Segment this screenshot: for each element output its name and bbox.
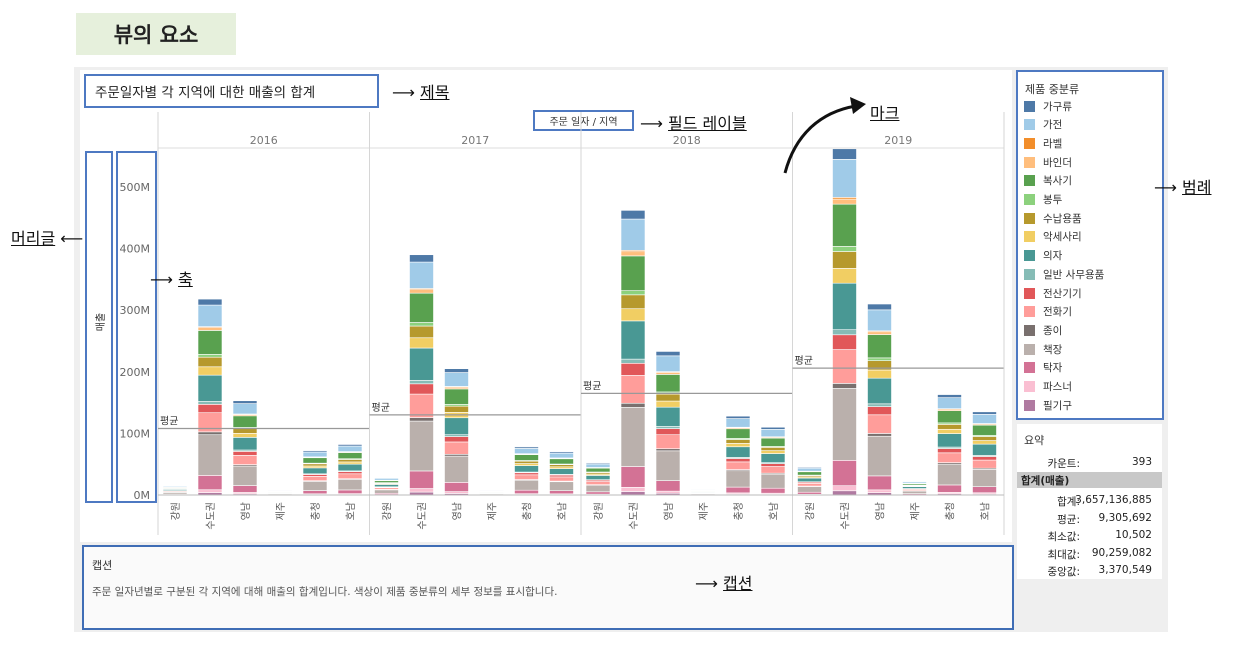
legend-item[interactable]: 의자 [1024, 248, 1062, 264]
summary-row-label: 중앙값: [1047, 566, 1080, 578]
legend-swatch [1024, 156, 1035, 168]
summary-row: 합계: 3,657,136,885 [1017, 492, 1162, 509]
legend-item[interactable]: 전화기 [1024, 304, 1072, 320]
legend-item[interactable]: 필기구 [1024, 397, 1072, 413]
summary-row-label: 합계: [1057, 496, 1080, 508]
annotation-legend: ⟶ 범례 [1154, 178, 1212, 197]
legend-item-label: 전산기기 [1043, 287, 1082, 300]
summary-panel: 요약 카운트: 393 합계(매출) 합계: 3,657,136,885 평균: 9,… [1017, 424, 1162, 579]
legend-swatch [1024, 212, 1035, 224]
legend-swatch [1024, 343, 1035, 355]
summary-count-value: 393 [1131, 456, 1152, 468]
legend-swatch [1024, 399, 1035, 411]
summary-row: 중앙값: 3,370,549 [1017, 562, 1162, 579]
annotation-header: 머리글 ⟵ [11, 229, 84, 248]
legend-item[interactable]: 악세사리 [1024, 229, 1082, 245]
legend-item[interactable]: 책장 [1024, 341, 1062, 357]
summary-row-value: 90,259,082 [1091, 546, 1152, 559]
legend-item[interactable]: 탁자 [1024, 360, 1062, 376]
caption-title: 캡션 [92, 559, 113, 572]
caption-panel: 캡션 주문 일자년별로 구분된 각 지역에 대해 매출의 합계입니다. 색상이 … [82, 545, 1014, 630]
legend-item-label: 수납용품 [1043, 212, 1082, 225]
legend-item-label: 가전 [1043, 119, 1063, 132]
legend-swatch [1024, 287, 1035, 299]
legend-item[interactable]: 바인더 [1024, 154, 1072, 170]
summary-row-value: 3,657,136,885 [1075, 494, 1152, 506]
summary-row-label: 최대값: [1047, 548, 1080, 561]
legend-item[interactable]: 전산기기 [1024, 285, 1082, 301]
summary-row-label: 최소값: [1047, 531, 1080, 543]
legend-swatch [1024, 306, 1035, 318]
legend-item[interactable]: 가구류 [1024, 98, 1072, 114]
legend-item-label: 봉투 [1043, 194, 1063, 206]
legend-swatch [1024, 119, 1035, 131]
annotation-field-label: ⟶ 필드 레이블 [640, 114, 747, 133]
summary-row: 평균: 9,305,692 [1017, 510, 1162, 527]
legend-swatch [1024, 100, 1035, 112]
summary-count-label: 카운트: [1047, 458, 1080, 470]
axis-highlight [116, 151, 157, 503]
summary-row-label: 평균: [1057, 513, 1080, 526]
legend-swatch [1024, 137, 1035, 149]
view-title[interactable]: 주문일자별 각 지역에 대한 매출의 합계 [84, 74, 379, 108]
legend-swatch [1024, 324, 1035, 336]
summary-row: 최소값: 10,502 [1017, 527, 1162, 544]
summary-title: 요약 [1024, 434, 1045, 447]
legend-swatch [1024, 231, 1035, 243]
legend-item-label: 전화기 [1043, 306, 1072, 319]
summary-row-value: 10,502 [1115, 529, 1152, 541]
legend-swatch [1024, 362, 1035, 374]
summary-section-bar: 합계(매출) [1017, 472, 1162, 488]
legend-item-label: 탁자 [1043, 362, 1063, 375]
legend-swatch [1024, 268, 1035, 280]
legend-item-label: 가구류 [1043, 100, 1072, 113]
legend-item-label: 종이 [1043, 324, 1063, 337]
legend-swatch [1024, 250, 1035, 262]
legend-item[interactable]: 봉투 [1024, 192, 1062, 208]
legend-item[interactable]: 가전 [1024, 117, 1062, 133]
legend-item[interactable]: 복사기 [1024, 173, 1072, 189]
view-area [80, 70, 1012, 542]
legend-swatch [1024, 194, 1035, 205]
annotation-caption: ⟶ 캡션 [695, 574, 753, 593]
summary-row-value: 3,370,549 [1098, 564, 1152, 576]
legend-item-label: 복사기 [1043, 175, 1072, 188]
legend-item-label: 의자 [1043, 250, 1063, 263]
field-label[interactable]: 주문 일자 / 지역 [533, 110, 634, 131]
summary-row-value: 9,305,692 [1098, 511, 1152, 524]
legend-swatch [1024, 175, 1035, 187]
annotation-axis: ⟶ 축 [150, 270, 193, 289]
annotation-mark: 마크 [870, 104, 900, 123]
legend-item[interactable]: 수납용품 [1024, 210, 1082, 226]
legend-item-label: 필기구 [1043, 399, 1072, 412]
legend-item[interactable]: 라벨 [1024, 135, 1062, 151]
legend-item[interactable]: 일반 사무용품 [1024, 266, 1104, 282]
annotation-title: ⟶ 제목 [392, 83, 450, 102]
header-highlight [85, 151, 113, 503]
legend-title: 제품 중분류 [1025, 83, 1080, 96]
summary-row: 최대값: 90,259,082 [1017, 545, 1162, 562]
summary-count-row: 카운트: 393 [1017, 454, 1162, 471]
legend-item-label: 바인더 [1043, 156, 1072, 169]
legend-item-label: 책장 [1043, 343, 1063, 356]
legend-item-label: 악세사리 [1043, 231, 1082, 244]
legend-item-label: 파스너 [1043, 381, 1072, 393]
caption-text: 주문 일자년별로 구분된 각 지역에 대해 매출의 합계입니다. 색상이 제품 … [92, 586, 558, 598]
summary-section-label: 합계(매출) [1021, 475, 1070, 487]
legend-item-label: 라벨 [1043, 137, 1063, 150]
legend-item-label: 일반 사무용품 [1043, 268, 1105, 281]
legend-item[interactable]: 종이 [1024, 322, 1062, 338]
legend-item[interactable]: 파스너 [1024, 379, 1072, 395]
page-title: 뷰의 요소 [76, 13, 236, 55]
legend-swatch [1024, 381, 1035, 392]
